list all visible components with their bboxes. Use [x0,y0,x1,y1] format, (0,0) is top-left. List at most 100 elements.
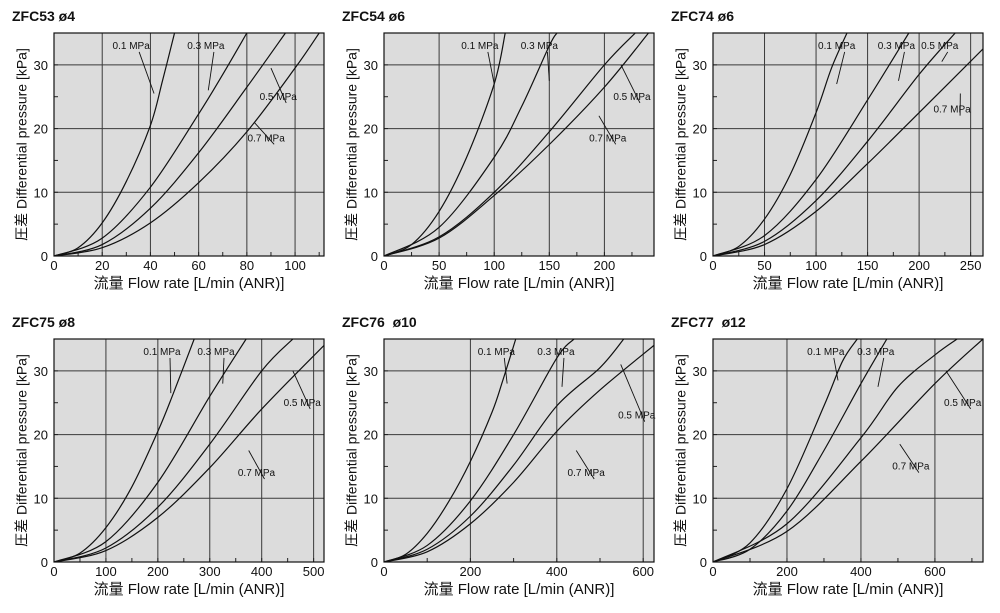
series-label: 0.7 MPa [933,105,971,116]
chart-svg: 0.1 MPa 0.3 MPa 0.5 MPa 0.7 MPa 0 200 400 600 0 1… [344,338,656,598]
chart-panel: ZFC77 ø12 0.1 MPa 0.3 MPa 0.5 MPa 0.7 MPa 0 20… [671,306,1000,612]
plot-frame [383,338,655,563]
plot-frame [383,32,655,257]
series-label: 0.7 MPa [568,468,606,479]
series-line [384,339,517,562]
chart-title: ZFC74 ø6 [671,8,735,24]
series-line [384,339,625,562]
series-label: 0.5 MPa [921,41,959,52]
x-tick-label: 50 [757,258,771,273]
leader-line [169,357,172,394]
chart-panel: ZFC54 ø6 0.1 MPa 0.3 MPa 0.5 MPa 0.7 MPa 0 50 1… [342,0,672,306]
y-tick-label: 20 [34,428,48,443]
y-axis-label: 圧差 Differential pressure [kPa] [14,354,30,547]
series-label: 0.7 MPa [589,133,627,144]
y-tick-label: 10 [364,491,378,506]
x-tick-label: 100 [95,564,117,579]
series-line [713,339,983,562]
x-tick-label: 200 [594,258,616,273]
leader-line [620,64,641,104]
series-label: 0.1 MPa [461,41,499,52]
y-axis-label: 圧差 Differential pressure [kPa] [344,48,360,241]
chart-title: ZFC77 ø12 [671,314,746,330]
y-tick-label: 10 [364,185,378,200]
chart-title: ZFC53 ø4 [12,8,76,24]
series-line [713,339,858,562]
x-tick-label: 150 [538,258,560,273]
x-tick-label: 400 [850,564,872,579]
series-line [713,33,910,256]
series-line [54,33,320,256]
plot-frame [53,32,325,257]
plot-area [384,339,654,562]
series-label: 0.1 MPa [807,347,845,358]
y-tick-label: 0 [700,249,707,264]
y-tick-label: 30 [34,58,48,73]
series-label: 0.5 MPa [613,92,651,103]
x-tick-label: 80 [240,258,254,273]
leader-line [253,121,275,145]
x-tick-label: 50 [432,258,446,273]
x-tick-label: 0 [380,258,387,273]
x-tick-label: 500 [303,564,325,579]
chart-title: ZFC75 ø8 [12,314,76,330]
series-line [54,339,247,562]
x-tick-label: 100 [483,258,505,273]
plot-area [713,33,983,256]
series-line [713,339,958,562]
x-tick-label: 20 [95,258,109,273]
series-label: 0.1 MPa [818,41,856,52]
leader-line [898,51,905,81]
series-line [54,33,286,256]
x-axis-label: 流量 Flow rate [L/min (ANR)] [424,581,615,598]
x-tick-label: 250 [960,258,982,273]
y-tick-label: 30 [693,364,707,379]
series-line [384,33,558,256]
y-tick-label: 0 [41,555,48,570]
series-line [54,344,324,562]
y-tick-label: 20 [364,122,378,137]
y-axis-label: 圧差 Differential pressure [kPa] [14,48,30,241]
leader-line [833,357,839,381]
series-line [713,33,848,256]
leader-line [248,450,265,480]
chart-title: ZFC54 ø6 [342,8,406,24]
x-tick-label: 0 [50,258,57,273]
y-tick-label: 30 [364,364,378,379]
plot-frame [712,32,984,257]
series-label: 0.1 MPa [478,347,516,358]
y-axis-label: 圧差 Differential pressure [kPa] [673,354,689,547]
leader-line [270,67,287,104]
chart-panel: ZFC74 ø6 0.1 MPa 0.3 MPa 0.5 MPa 0.7 MPa 0 50 1… [671,0,1000,306]
leader-line [561,357,565,387]
x-tick-label: 600 [632,564,654,579]
series-label: 0.3 MPa [857,347,895,358]
series-label: 0.5 MPa [260,92,298,103]
y-tick-label: 10 [34,491,48,506]
y-tick-label: 0 [371,249,378,264]
y-tick-label: 30 [693,58,707,73]
x-tick-label: 40 [143,258,157,273]
leader-line [487,51,495,85]
x-tick-label: 300 [199,564,221,579]
x-axis-label: 流量 Flow rate [L/min (ANR)] [424,275,615,292]
x-tick-label: 400 [251,564,273,579]
leader-line [620,364,646,422]
leader-line [222,357,225,384]
x-tick-label: 150 [857,258,879,273]
y-tick-label: 0 [41,249,48,264]
leader-line [941,51,949,62]
y-tick-label: 10 [34,185,48,200]
x-axis-label: 流量 Flow rate [L/min (ANR)] [753,275,944,292]
plot-frame [53,338,325,563]
plot-area [54,339,324,562]
leader-line [899,443,920,473]
series-line [54,33,248,256]
x-axis-label: 流量 Flow rate [L/min (ANR)] [94,581,285,598]
x-tick-label: 100 [284,258,306,273]
leader-line [598,115,617,145]
plot-frame [712,338,984,563]
series-label: 0.5 MPa [618,411,656,422]
